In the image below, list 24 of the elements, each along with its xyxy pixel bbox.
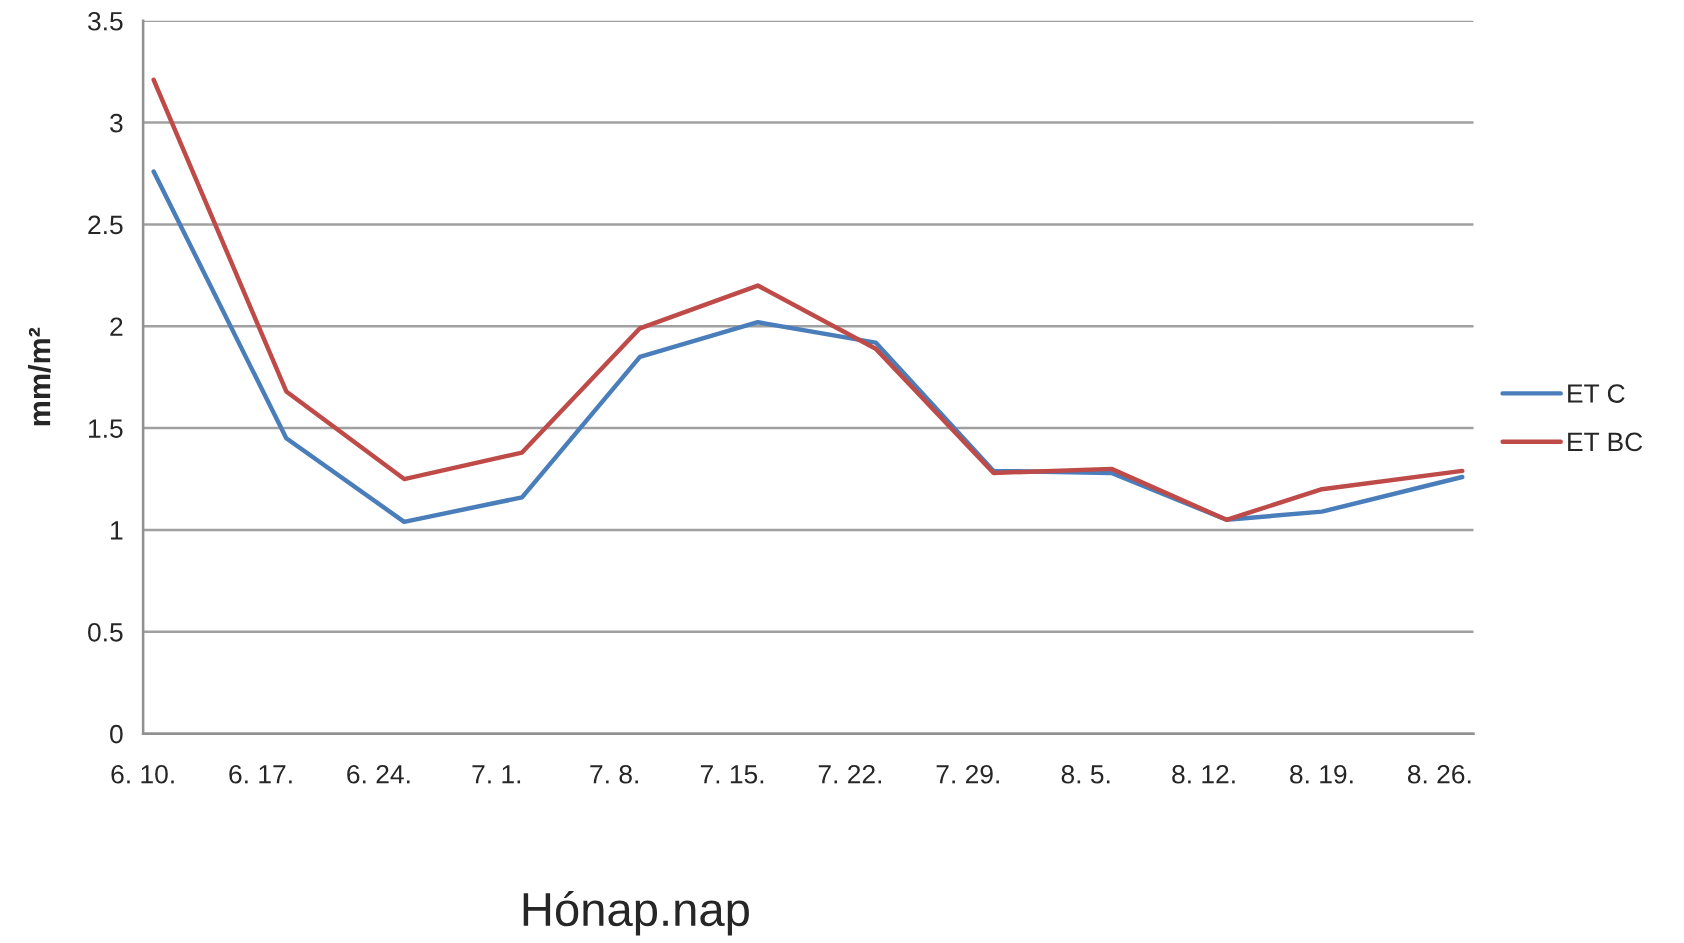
x-tick-label: 7. 1.: [472, 765, 521, 784]
x-tick-label: 7. 15.: [700, 765, 764, 784]
y-tick-label: 2.5: [88, 215, 123, 235]
y-tick-label: 1.5: [89, 419, 123, 438]
y-tick-label: 1: [111, 521, 123, 540]
legend-label: ET C: [1568, 384, 1625, 403]
x-tick-label: 6. 24.: [347, 764, 410, 784]
x-tick-label: 8. 26.: [1407, 764, 1471, 784]
x-tick-label: 7. 29.: [936, 764, 999, 784]
y-tick-label: 3.5: [88, 11, 123, 31]
y-tick-label: 3: [110, 113, 123, 133]
x-tick-label: 8. 12.: [1172, 764, 1235, 784]
x-tick-label: 8. 5.: [1061, 764, 1110, 784]
y-axis-title: mm/m²: [27, 327, 51, 426]
legend-label: ET BC: [1568, 432, 1643, 452]
y-tick-label: 0.5: [88, 622, 123, 642]
x-tick-label: 8. 19.: [1290, 764, 1353, 784]
x-tick-label: 6. 10.: [111, 764, 174, 784]
x-axis-title: Hónap.nap: [523, 891, 749, 936]
y-tick-label: 2: [110, 317, 123, 336]
y-tick-label: 0: [110, 724, 123, 744]
x-tick-label: 7. 22.: [818, 764, 882, 784]
x-tick-label: 7. 8.: [590, 764, 638, 784]
x-tick-label: 6. 17.: [229, 764, 292, 784]
